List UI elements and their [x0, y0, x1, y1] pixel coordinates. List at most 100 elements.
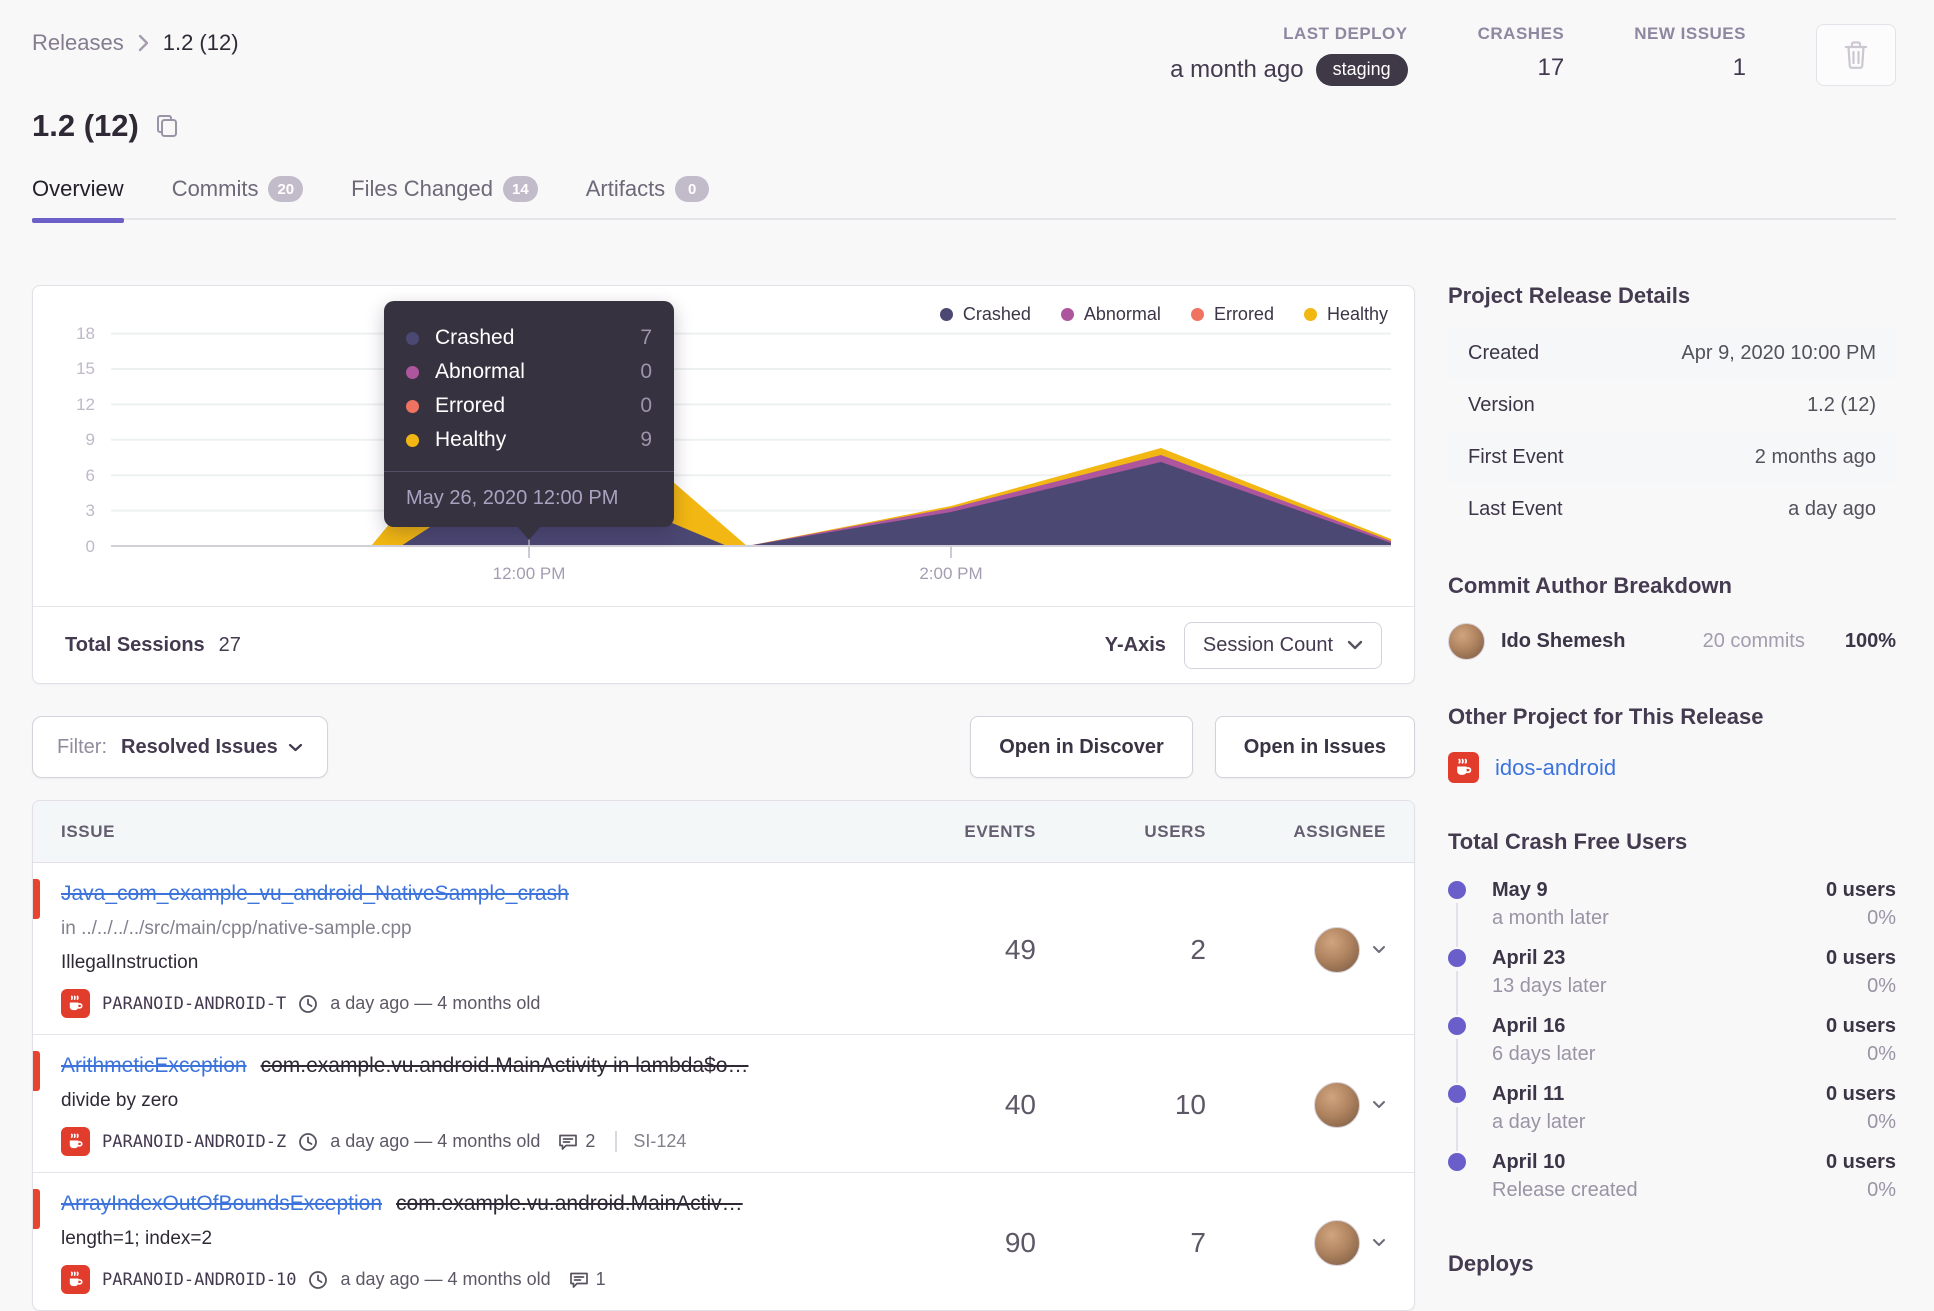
timeline-users: 0 users: [1825, 947, 1896, 969]
timeline-sublabel: 6 days later: [1492, 1043, 1596, 1065]
issue-title-link[interactable]: Java_com_example_vu_android_NativeSample…: [61, 882, 569, 905]
yaxis-label: Y-Axis: [1104, 633, 1166, 656]
clock-icon: [298, 1132, 318, 1152]
tab-artifacts[interactable]: Artifacts 0: [586, 176, 710, 202]
tooltip-healthy-label: Healthy: [435, 428, 507, 451]
breadcrumb-releases-link[interactable]: Releases: [32, 30, 124, 55]
healthy-dot-icon: [1303, 308, 1317, 321]
comments-indicator[interactable]: 1: [569, 1269, 606, 1290]
authors-heading: Commit Author Breakdown: [1448, 573, 1732, 598]
copy-icon[interactable]: [155, 113, 179, 139]
issue-culprit: com.example.vu.android.MainActivity in l…: [260, 1054, 749, 1077]
issue-row[interactable]: ArrayIndexOutOfBoundsException com.exampl…: [33, 1173, 1414, 1310]
assignee-selector[interactable]: [1314, 1219, 1386, 1266]
issue-users-count: 7: [1190, 1226, 1206, 1258]
tab-overview[interactable]: Overview: [32, 176, 124, 223]
assignee-avatar: [1314, 926, 1360, 973]
issue-users-count: 2: [1190, 933, 1206, 965]
detail-row-last-event: Last Event a day ago: [1448, 483, 1896, 535]
legend-errored-label: Errored: [1213, 304, 1274, 324]
crash-free-heading: Total Crash Free Users: [1448, 829, 1688, 854]
timeline-date: April 11: [1492, 1083, 1565, 1105]
stat-new-issues-value[interactable]: 1: [1732, 54, 1746, 81]
total-sessions-value: 27: [218, 633, 241, 656]
clock-icon: [308, 1270, 328, 1290]
yaxis-select[interactable]: Session Count: [1183, 621, 1382, 669]
detail-row-created: Created Apr 9, 2020 10:00 PM: [1448, 327, 1896, 379]
release-stats: LAST DEPLOY a month ago staging CRASHES …: [1170, 24, 1896, 86]
timeline-bullet-icon: [1448, 1017, 1466, 1035]
delete-release-button[interactable]: [1816, 24, 1896, 86]
detail-row-first-event: First Event 2 months ago: [1448, 431, 1896, 483]
timeline-bullet-icon: [1448, 881, 1466, 899]
detail-value: Apr 9, 2020 10:00 PM: [1681, 341, 1876, 364]
other-project-row: idos-android: [1448, 752, 1896, 783]
issue-title-link[interactable]: ArithmeticException: [61, 1054, 247, 1077]
column-users: USERS: [1144, 821, 1206, 841]
healthy-dot-icon: [406, 433, 419, 447]
x-tick-2pm: 2:00 PM: [919, 564, 983, 583]
detail-label: First Event: [1468, 445, 1564, 468]
issue-age: a day ago — 4 months old: [330, 1131, 541, 1151]
detail-row-version: Version 1.2 (12): [1448, 379, 1896, 431]
unhandled-indicator: [33, 1051, 40, 1091]
y-tick-9: 9: [85, 430, 95, 449]
details-heading: Project Release Details: [1448, 283, 1691, 308]
stat-crashes-label: CRASHES: [1477, 24, 1565, 43]
timeline-bullet-icon: [1448, 949, 1466, 967]
open-in-discover-button[interactable]: Open in Discover: [970, 716, 1193, 778]
chevron-down-icon: [1372, 945, 1386, 954]
breadcrumb: Releases 1.2 (12): [32, 30, 239, 56]
assignee-selector[interactable]: [1314, 1081, 1386, 1128]
release-details-list: Created Apr 9, 2020 10:00 PM Version 1.2…: [1448, 327, 1896, 535]
issue-message: length=1; index=2: [61, 1228, 213, 1249]
timeline-item: April 16 6 days later 0 users 0%: [1448, 1015, 1896, 1083]
timeline-percent: 0%: [1867, 907, 1896, 929]
detail-label: Created: [1468, 341, 1540, 364]
tab-files-changed[interactable]: Files Changed 14: [351, 176, 538, 202]
issue-events-count: 90: [1004, 1226, 1036, 1258]
tooltip-row-errored: Errored 0: [406, 389, 652, 423]
legend-healthy[interactable]: Healthy: [1303, 304, 1388, 325]
legend-errored[interactable]: Errored: [1190, 304, 1274, 325]
column-assignee: ASSIGNEE: [1293, 821, 1386, 841]
issue-culprit: com.example.vu.android.MainActiv…: [396, 1192, 743, 1215]
timeline-sublabel: 13 days later: [1492, 975, 1607, 997]
author-name: Ido Shemesh: [1501, 630, 1626, 652]
issues-filter-dropdown[interactable]: Filter: Resolved Issues: [32, 716, 328, 778]
comment-icon: [558, 1133, 578, 1151]
stat-last-deploy-label: LAST DEPLOY: [1283, 24, 1408, 43]
detail-label: Last Event: [1468, 497, 1563, 520]
timeline-percent: 0%: [1867, 1179, 1896, 1201]
project-slug: PARANOID-ANDROID-T: [102, 993, 287, 1014]
issue-row[interactable]: Java_com_example_vu_android_NativeSample…: [33, 863, 1414, 1035]
chevron-down-icon: [1347, 640, 1363, 650]
other-project-link[interactable]: idos-android: [1495, 754, 1617, 780]
issue-row[interactable]: ArithmeticException com.example.vu.androi…: [33, 1035, 1414, 1173]
sessions-chart[interactable]: 18 15 12 9 6 3 0 12:00 PM 2:00 PM Crashe…: [33, 286, 1414, 608]
stat-crashes-value: 17: [1537, 54, 1565, 81]
sessions-chart-card: 18 15 12 9 6 3 0 12:00 PM 2:00 PM Crashe…: [32, 285, 1415, 684]
issue-message: IllegalInstruction: [61, 952, 199, 973]
assignee-avatar: [1314, 1219, 1360, 1266]
assignee-selector[interactable]: [1314, 926, 1386, 973]
open-in-issues-button[interactable]: Open in Issues: [1214, 716, 1415, 778]
comments-indicator[interactable]: 2: [558, 1131, 595, 1152]
page-title-row: 1.2 (12): [32, 108, 179, 144]
trash-icon: [1843, 40, 1869, 70]
legend-crashed[interactable]: Crashed: [939, 304, 1031, 325]
tab-commits[interactable]: Commits 20: [172, 176, 304, 202]
timeline-sublabel: a month later: [1492, 907, 1609, 929]
legend-abnormal-label: Abnormal: [1083, 304, 1161, 324]
x-tick-12pm: 12:00 PM: [492, 564, 566, 583]
issue-title-link[interactable]: ArrayIndexOutOfBoundsException: [61, 1192, 383, 1215]
abnormal-dot-icon: [406, 365, 419, 379]
tooltip-abnormal-value: 0: [640, 360, 652, 383]
tab-bar: Overview Commits 20 Files Changed 14 Artif…: [32, 176, 1896, 223]
stat-crashes: CRASHES 17: [1478, 24, 1565, 82]
tooltip-row-crashed: Crashed 7: [406, 321, 652, 355]
linked-ticket[interactable]: SI-124: [615, 1131, 686, 1152]
legend-abnormal[interactable]: Abnormal: [1060, 304, 1161, 325]
sessions-area-chart-canvas: [111, 332, 1391, 558]
